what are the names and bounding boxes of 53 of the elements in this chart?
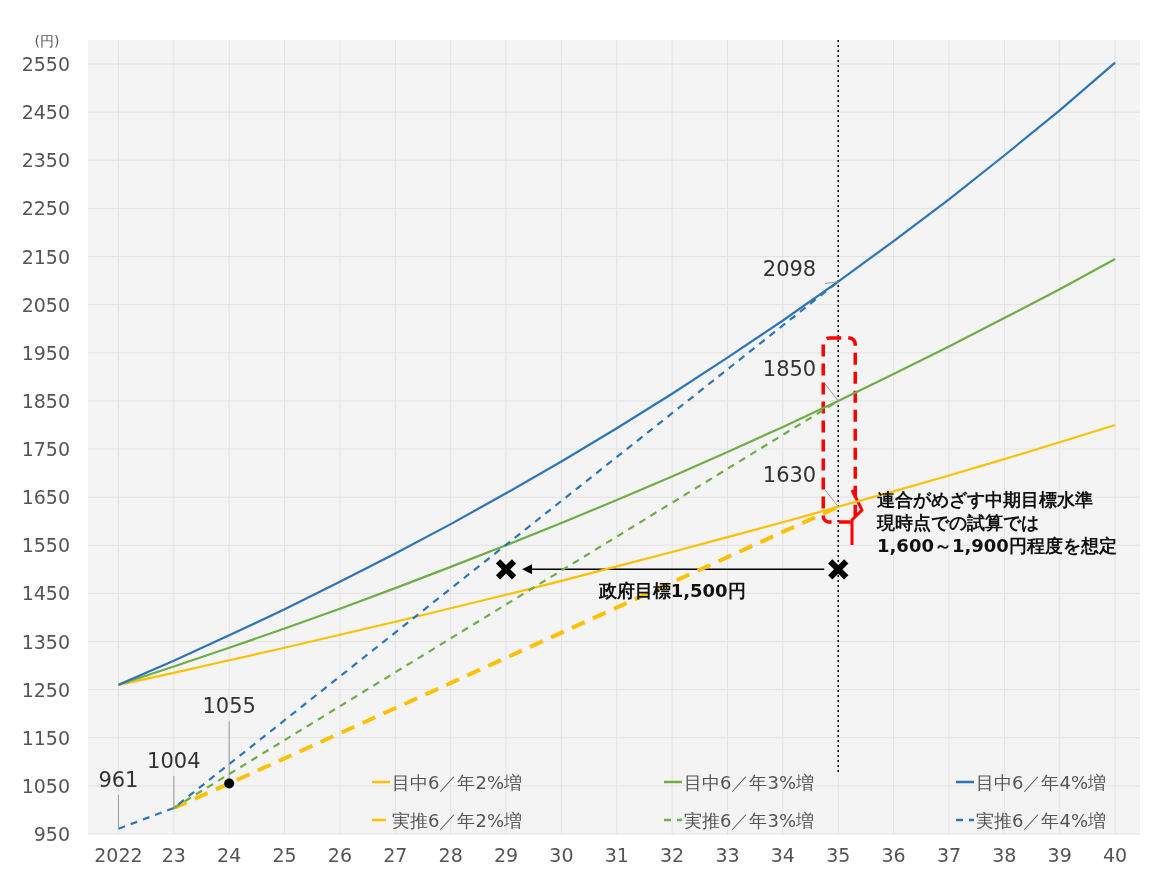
annotation: 1004	[147, 749, 201, 774]
x-tick-label: 33	[715, 844, 740, 866]
annotation: 961	[98, 767, 139, 792]
x-tick-label: 40	[1102, 844, 1128, 866]
x-tick-label: 26	[327, 844, 353, 866]
y-axis-title: (円)	[34, 33, 60, 49]
y-tick-label: 1150	[21, 726, 70, 749]
y-tick-label: 2050	[21, 293, 70, 316]
y-tick-label: 950	[33, 823, 70, 845]
legend-label: 実推6／年2%増	[392, 810, 523, 831]
y-tick-label: 1250	[21, 678, 70, 701]
x-tick-label: 24	[217, 844, 242, 866]
annotation: 連合がめざす中期目標水準	[877, 489, 1093, 510]
legend-label: 実推6／年4%増	[976, 810, 1107, 831]
y-tick-label: 1050	[21, 774, 70, 797]
y-tick-label: 1750	[21, 438, 70, 461]
legend-label: 目中6／年4%増	[976, 772, 1107, 793]
x-tick-label: 36	[881, 844, 906, 866]
y-tick-label: 1550	[21, 534, 70, 557]
legend-label: 目中6／年3%増	[684, 772, 815, 793]
y-tick-label: 1850	[21, 389, 70, 412]
x-tick-label: 32	[660, 844, 685, 866]
x-tick-label: 30	[549, 844, 574, 866]
y-tick-label: 1350	[21, 630, 70, 653]
x-tick-label: 25	[272, 844, 297, 866]
y-tick-label: 2150	[21, 245, 70, 268]
y-tick-label: 2250	[21, 197, 70, 220]
annotation: 1850	[762, 356, 817, 381]
annotation: 1,600～1,900円程度を想定	[877, 535, 1117, 556]
x-tick-label: 31	[604, 844, 629, 866]
legend-label: 目中6／年2%増	[392, 772, 523, 793]
annotation: 2098	[762, 256, 817, 281]
annotation: 1630	[762, 462, 817, 487]
y-tick-label: 2550	[21, 53, 70, 76]
annotation: 現時点での試算では	[876, 512, 1039, 533]
x-tick-label: 29	[493, 844, 519, 866]
annotation: 政府目標1,500円	[597, 580, 746, 602]
y-tick-label: 2450	[21, 101, 70, 124]
x-tick-label: 34	[770, 844, 795, 866]
x-tick-label: 39	[1047, 844, 1072, 866]
y-tick-label: 1950	[21, 341, 70, 364]
x-tick-label: 23	[161, 844, 186, 866]
x-tick-label: 37	[936, 844, 962, 866]
x-tick-label: 28	[438, 844, 463, 866]
x-tick-label: 35	[826, 844, 851, 866]
y-tick-label: 2350	[21, 149, 70, 172]
x-tick-label: 2022	[94, 844, 143, 866]
y-tick-label: 1450	[21, 582, 70, 605]
x-tick-label: 38	[992, 844, 1017, 866]
x-tick-label: 27	[383, 844, 408, 866]
y-tick-label: 1650	[21, 486, 70, 509]
legend-label: 実推6／年3%増	[684, 810, 815, 831]
annotation: 1055	[202, 694, 256, 719]
